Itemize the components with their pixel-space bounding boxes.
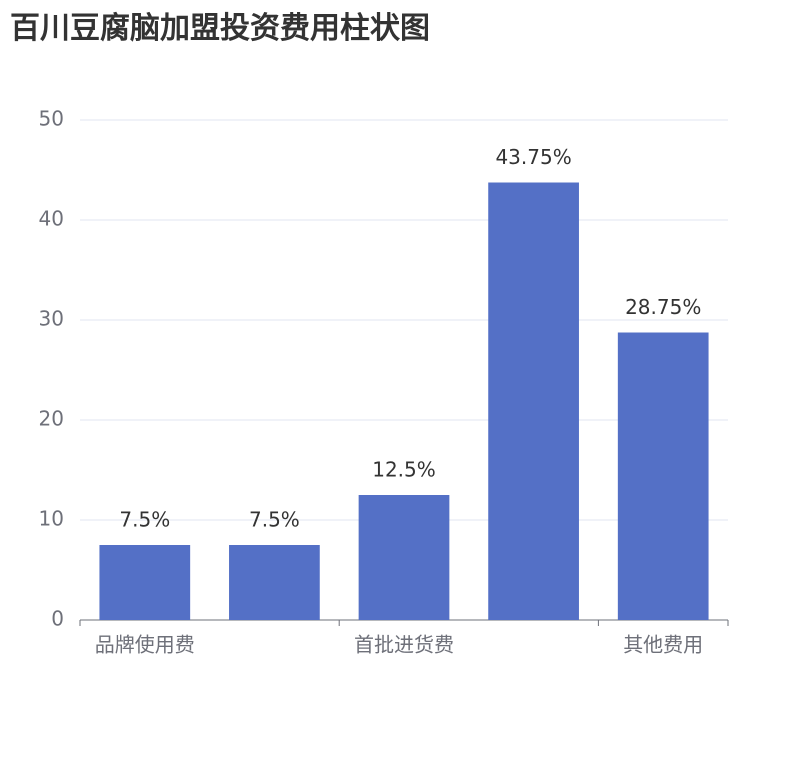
bar — [358, 495, 450, 620]
value-label: 7.5% — [249, 508, 300, 532]
value-label: 28.75% — [625, 295, 701, 319]
chart-title: 百川豆腐脑加盟投资费用柱状图 — [10, 11, 430, 46]
y-tick-label: 0 — [51, 607, 64, 631]
value-label: 12.5% — [372, 458, 436, 482]
bar — [229, 545, 320, 620]
x-tick-label: 其他费用 — [623, 633, 703, 657]
y-tick-label: 40 — [39, 207, 64, 231]
x-tick-label: 首批进货费 — [354, 633, 454, 657]
y-tick-label: 10 — [39, 507, 64, 531]
bar — [617, 332, 709, 620]
value-label: 43.75% — [495, 145, 571, 169]
bar — [488, 182, 579, 620]
value-label: 7.5% — [119, 508, 170, 532]
bar — [99, 545, 191, 620]
y-tick-label: 20 — [39, 407, 64, 431]
y-tick-label: 30 — [39, 307, 64, 331]
y-tick-label: 50 — [39, 107, 64, 131]
x-tick-label: 品牌使用费 — [95, 633, 195, 657]
